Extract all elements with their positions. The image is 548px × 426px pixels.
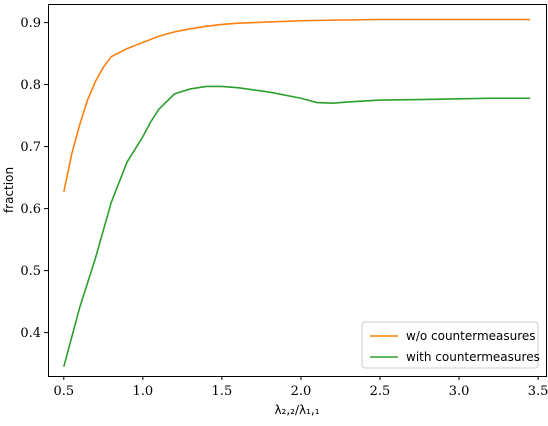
y-axis-label: fraction bbox=[2, 167, 16, 213]
legend-label-0: w/o countermeasures bbox=[406, 329, 536, 343]
x-tick-label: 2.5 bbox=[370, 384, 391, 399]
x-tick-label: 1.0 bbox=[133, 384, 154, 399]
y-tick-label: 0.8 bbox=[20, 78, 41, 93]
series-line-1 bbox=[63, 85, 531, 367]
y-tick-label: 0.6 bbox=[20, 202, 41, 217]
plot-frame bbox=[48, 4, 547, 377]
series-line-0 bbox=[63, 18, 531, 193]
y-tick-label: 0.4 bbox=[20, 326, 41, 341]
x-tick-label: 0.5 bbox=[53, 384, 74, 399]
series-layer bbox=[63, 18, 531, 367]
y-tick-label: 0.7 bbox=[20, 140, 41, 155]
x-tick-label: 2.0 bbox=[291, 384, 312, 399]
y-tick-label: 0.5 bbox=[20, 264, 41, 279]
legend-label-1: with countermeasures bbox=[406, 350, 540, 364]
y-axis: 0.4 0.5 0.6 0.7 0.8 0.9 bbox=[20, 16, 48, 341]
y-tick-label: 0.9 bbox=[20, 16, 41, 31]
x-axis-label: λ₂,₂/λ₁,₁ bbox=[274, 403, 319, 417]
x-tick-label: 1.5 bbox=[212, 384, 233, 399]
x-axis: 0.5 1.0 1.5 2.0 2.5 3.0 3.5 bbox=[53, 376, 548, 399]
x-tick-label: 3.5 bbox=[528, 384, 548, 399]
x-tick-label: 3.0 bbox=[449, 384, 470, 399]
legend: w/o countermeasures with countermeasures bbox=[361, 321, 540, 369]
legend-box bbox=[361, 321, 539, 369]
